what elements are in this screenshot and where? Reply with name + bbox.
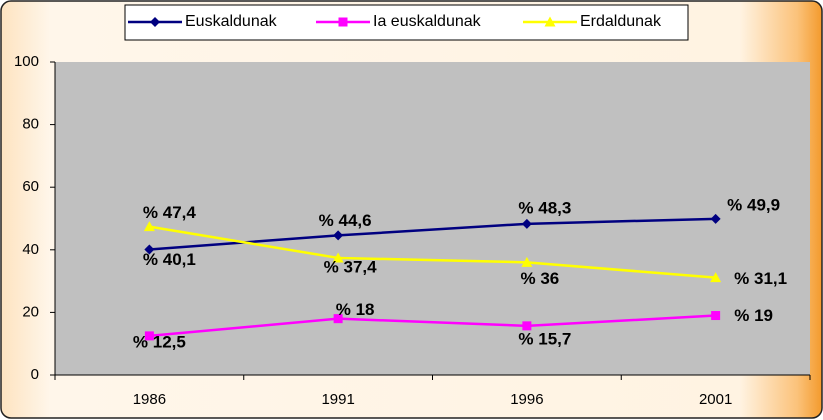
x-tick-label: 1996	[510, 391, 543, 408]
marker	[144, 331, 154, 341]
marker	[521, 256, 533, 267]
marker	[144, 244, 155, 255]
marker	[710, 213, 721, 224]
x-tick-label: 1986	[133, 391, 166, 408]
legend	[124, 4, 689, 41]
y-tick-label: 80	[22, 116, 39, 133]
data-label: % 49,9	[727, 195, 780, 214]
y-tick-label: 20	[22, 303, 39, 320]
series-line	[149, 225, 716, 279]
data-label: % 40,1	[143, 250, 196, 269]
data-label: % 44,6	[319, 211, 372, 230]
data-label: % 12,5	[133, 332, 186, 351]
data-label: % 18	[336, 300, 375, 319]
marker	[338, 17, 348, 27]
marker	[711, 311, 721, 321]
x-tick-label: 2001	[699, 391, 732, 408]
legend-label: Erdaldunak	[580, 13, 662, 30]
marker	[333, 230, 344, 241]
marker	[544, 16, 556, 27]
data-label: % 48,3	[518, 198, 571, 217]
marker	[710, 272, 722, 283]
y-tick-label: 40	[22, 241, 39, 258]
marker	[332, 252, 344, 263]
y-tick-label: 100	[14, 53, 39, 70]
data-label: % 37,4	[324, 257, 377, 276]
data-label: % 19	[734, 306, 773, 325]
legend-label: Ia euskaldunak	[373, 13, 482, 30]
marker	[521, 218, 532, 229]
y-tick-label: 0	[31, 366, 39, 383]
data-label: % 36	[521, 269, 560, 288]
marker	[522, 321, 532, 331]
x-tick-label: 1991	[321, 391, 354, 408]
marker	[333, 314, 343, 324]
data-label: % 15,7	[518, 329, 571, 348]
y-tick-label: 60	[22, 178, 39, 195]
legend-label: Euskaldunak	[185, 13, 278, 30]
data-label: % 31,1	[734, 269, 787, 288]
data-label: % 47,4	[143, 203, 196, 222]
marker	[150, 17, 160, 27]
marker	[143, 221, 155, 232]
series-line	[149, 314, 716, 338]
